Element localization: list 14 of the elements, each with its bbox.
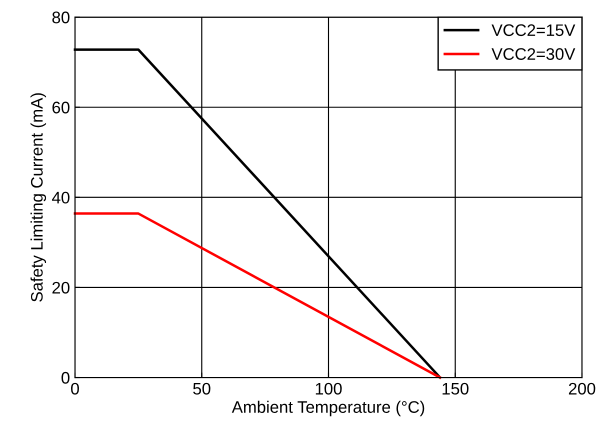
y-axis-title: Safety Limiting Current (mA) [30,93,46,302]
x-tick-label: 150 [442,382,469,395]
x-tick-label: 0 [71,382,79,395]
legend-label: VCC2=30V [492,48,576,60]
y-tick-label: 60 [52,102,70,114]
legend-label: VCC2=15V [492,24,576,36]
x-axis-title: Ambient Temperature (°C) [232,400,424,416]
y-tick-label: 80 [52,12,70,24]
x-tick-label: 100 [316,382,342,395]
x-tick-label: 200 [568,382,596,395]
y-tick-label: 20 [52,282,70,294]
y-tick-label: 0 [62,372,70,384]
x-tick-label: 50 [193,382,210,395]
y-tick-label: 40 [52,192,70,204]
